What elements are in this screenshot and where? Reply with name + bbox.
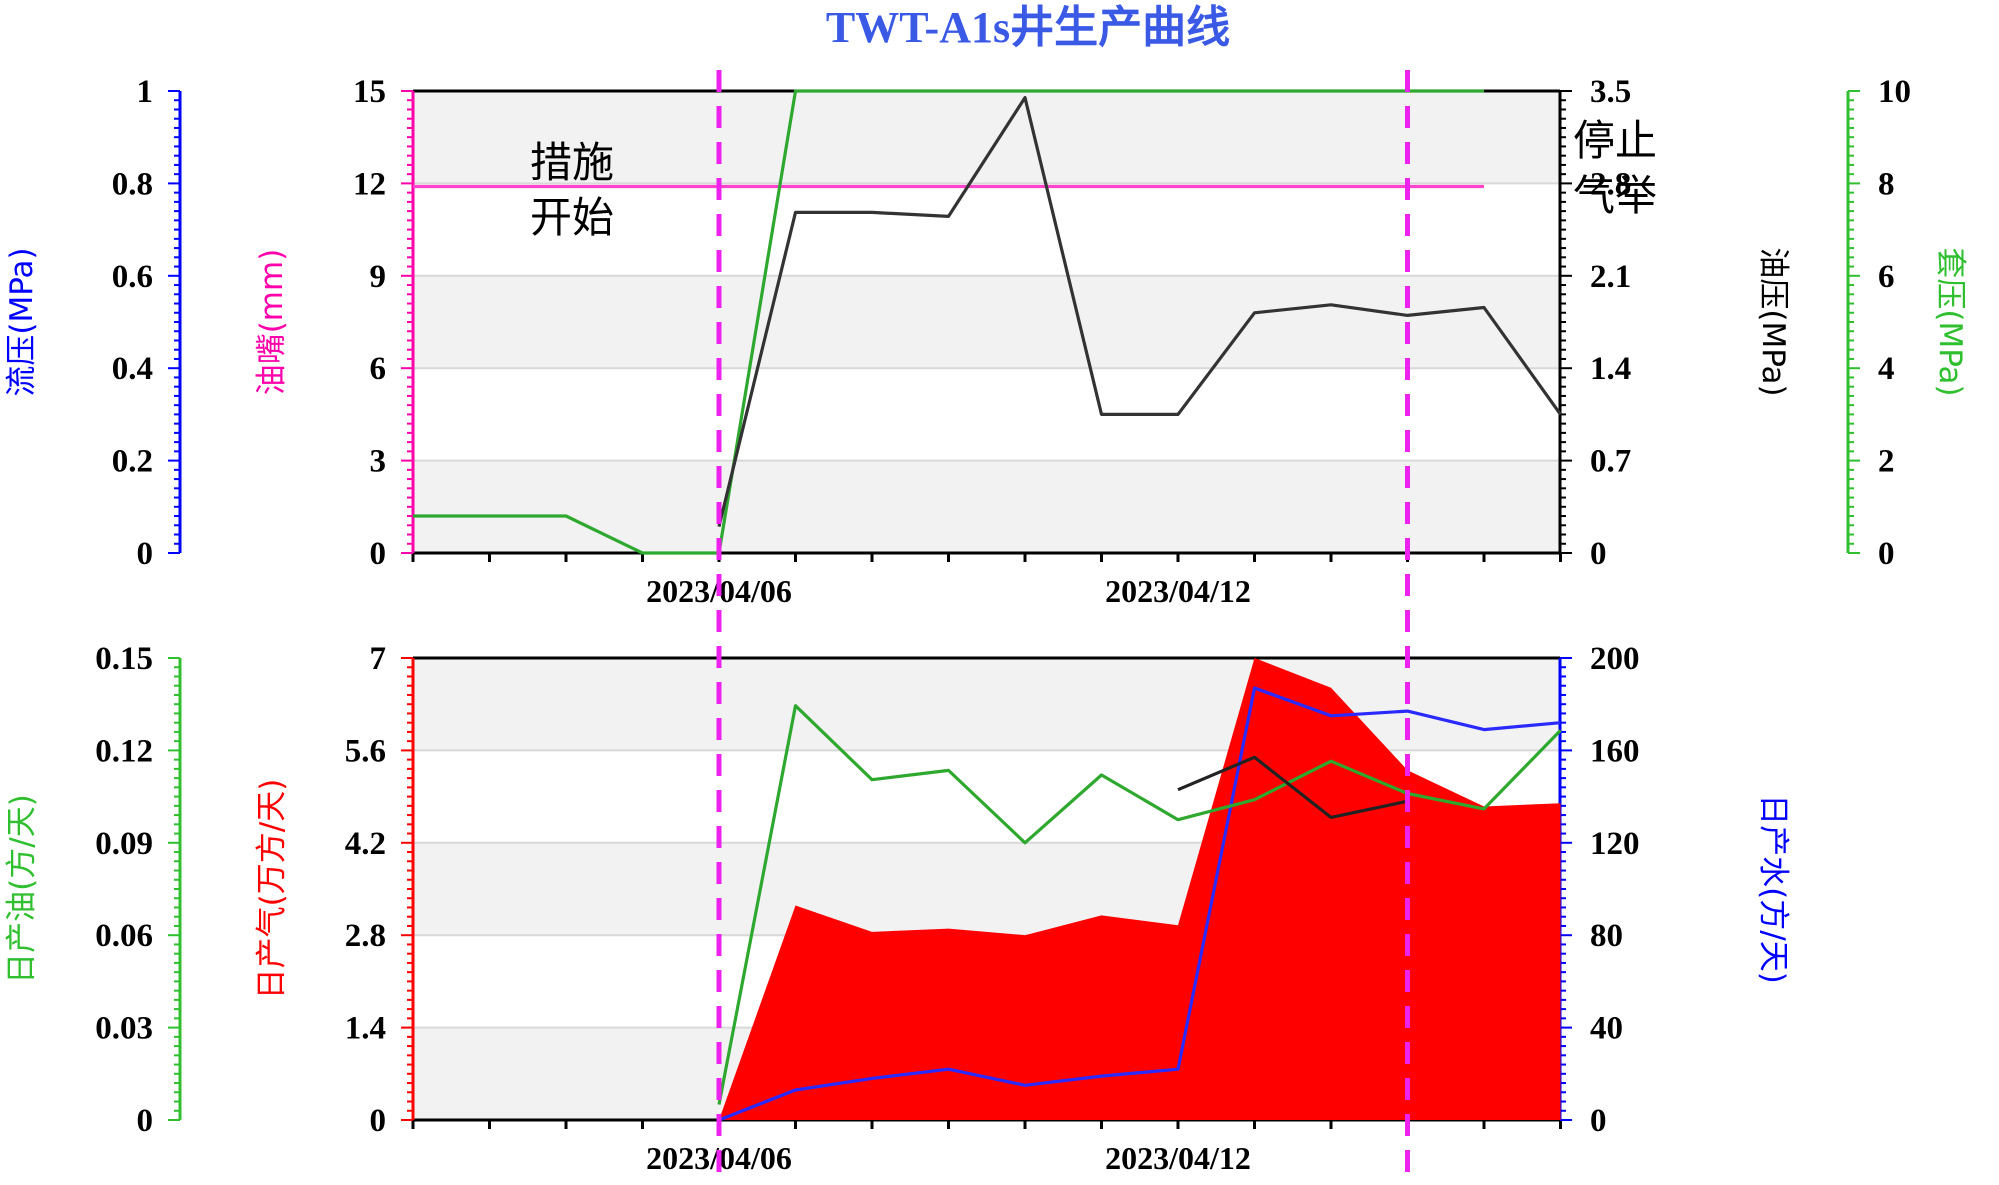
y-tick-label: 40 xyxy=(1590,1011,1623,1047)
y-tick-label: 0 xyxy=(1878,536,1895,572)
y-tick-label: 2.1 xyxy=(1590,259,1631,295)
vertical-markers xyxy=(716,70,1410,1185)
y-tick-label: 200 xyxy=(1590,641,1640,677)
top-panel: 2023/04/062023/04/1200.20.40.60.81流压(MPa… xyxy=(4,74,1968,609)
y-tick-label: 0 xyxy=(137,536,154,572)
y-tick-label: 4 xyxy=(1878,351,1895,387)
plot-band xyxy=(413,658,1560,751)
plot-band xyxy=(413,183,1560,276)
plot-band xyxy=(413,275,1560,369)
annotation-text: 开始 xyxy=(530,193,614,242)
y-tick-label: 4.2 xyxy=(345,826,386,862)
y-tick-label: 0 xyxy=(370,1103,387,1139)
y-axis-title: 套压(MPa) xyxy=(1932,247,1968,396)
y-tick-label: 0 xyxy=(1590,1103,1607,1139)
y-tick-label: 2 xyxy=(1878,444,1895,480)
annotation-text: 气举 xyxy=(1573,171,1657,220)
y-tick-label: 0.8 xyxy=(112,166,153,202)
series-line-2 xyxy=(717,96,1562,527)
y-tick-label: 9 xyxy=(370,259,387,295)
y-axis-title: 油嘴(mm) xyxy=(254,249,290,396)
y-tick-label: 8 xyxy=(1878,166,1895,202)
y-tick-label: 12 xyxy=(353,166,386,202)
x-tick-label: 2023/04/12 xyxy=(1105,1140,1251,1176)
y-tick-label: 0 xyxy=(1590,536,1607,572)
y-tick-label: 160 xyxy=(1590,733,1640,769)
y-tick-label: 6 xyxy=(370,351,387,387)
y-tick-label: 0.03 xyxy=(95,1011,153,1047)
series-line-1 xyxy=(718,686,1561,1122)
y-tick-label: 0.12 xyxy=(95,733,153,769)
y-tick-label: 0.06 xyxy=(95,918,153,954)
y-tick-label: 7 xyxy=(370,641,387,677)
y-tick-label: 80 xyxy=(1590,918,1623,954)
y-tick-label: 0.15 xyxy=(95,641,153,677)
annotation-text: 停止 xyxy=(1573,116,1657,165)
y-axis-title: 日产气(万方/天) xyxy=(254,779,290,1000)
y-tick-label: 1.4 xyxy=(1590,351,1631,387)
y-tick-label: 10 xyxy=(1878,74,1911,110)
chart-title: TWT-A1s井生产曲线 xyxy=(826,3,1230,52)
series-area-0 xyxy=(719,658,1561,1120)
y-tick-label: 3 xyxy=(370,444,387,480)
y-axis-title: 油压(MPa) xyxy=(1755,247,1791,396)
annotation-text: 措施 xyxy=(530,138,614,187)
y-tick-label: 0.7 xyxy=(1590,444,1631,480)
y-tick-label: 120 xyxy=(1590,826,1640,862)
x-tick-label: 2023/04/12 xyxy=(1105,573,1251,609)
y-tick-label: 0.2 xyxy=(112,444,153,480)
y-tick-label: 1.4 xyxy=(345,1011,386,1047)
y-tick-label: 0.6 xyxy=(112,259,153,295)
y-tick-label: 0 xyxy=(137,1103,154,1139)
y-axis-title: 日产油(方/天) xyxy=(4,794,40,984)
plot-band xyxy=(413,91,1560,184)
y-tick-label: 2.8 xyxy=(345,918,386,954)
y-tick-label: 2.8 xyxy=(1590,166,1631,202)
y-tick-label: 0.09 xyxy=(95,826,153,862)
y-tick-label: 15 xyxy=(353,74,386,110)
plot-band xyxy=(413,460,1560,553)
y-tick-label: 6 xyxy=(1878,259,1895,295)
bottom-panel: 2023/04/062023/04/1200.030.060.090.120.1… xyxy=(4,641,1791,1176)
y-tick-label: 1 xyxy=(137,74,154,110)
y-tick-label: 3.5 xyxy=(1590,74,1631,110)
y-tick-label: 0 xyxy=(370,536,387,572)
plot-band xyxy=(413,368,1560,461)
y-axis-title: 流压(MPa) xyxy=(4,247,40,396)
series-line-1 xyxy=(413,89,1484,555)
y-axis-title: 日产水(方/天) xyxy=(1755,794,1791,984)
series-line-2 xyxy=(717,704,1562,1105)
y-tick-label: 0.4 xyxy=(112,351,153,387)
y-tick-label: 5.6 xyxy=(345,733,386,769)
series-line-3 xyxy=(1177,755,1408,819)
